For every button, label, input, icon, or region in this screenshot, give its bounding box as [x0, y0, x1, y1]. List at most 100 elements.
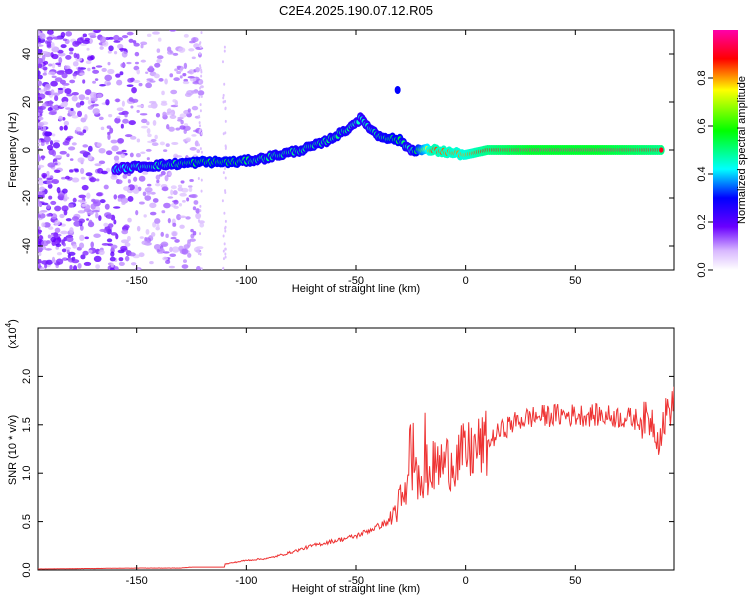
noise-blob	[52, 36, 61, 40]
noise-blob	[99, 199, 106, 204]
noise-blob	[38, 252, 42, 257]
noise-blob	[61, 176, 67, 180]
noise-blob	[140, 125, 149, 129]
noise-blob	[138, 252, 145, 258]
noise-blob	[76, 131, 83, 135]
noise-blob	[193, 200, 199, 205]
spectrogram-y-axis-label: Frequency (Hz)	[7, 112, 19, 188]
noise-blob	[139, 113, 148, 116]
noise-blob	[120, 123, 124, 129]
noise-blob	[197, 90, 205, 96]
noise-blob	[173, 199, 179, 205]
noise-blob	[71, 91, 79, 96]
noise-blob	[58, 115, 63, 121]
noise-blob	[38, 80, 43, 87]
noise-blob	[196, 265, 201, 270]
noise-blob	[69, 158, 74, 161]
noise-blob	[98, 116, 104, 121]
noise-blob	[58, 57, 63, 64]
noise-blob	[110, 267, 115, 270]
noise-blob	[96, 93, 103, 98]
noise-blob	[110, 174, 118, 180]
noise-blob	[128, 120, 136, 126]
noise-blob	[38, 37, 41, 43]
trace-outlier	[394, 86, 401, 94]
noise-blob	[99, 46, 104, 50]
noise-blob	[71, 142, 77, 146]
noise-blob	[195, 212, 202, 220]
noise-blob	[138, 175, 146, 182]
noise-blob	[38, 226, 41, 230]
noise-blob	[113, 219, 117, 225]
noise-blob	[189, 238, 196, 242]
noise-blob	[169, 246, 173, 253]
noise-streak-blob	[200, 70, 203, 74]
noise-blob	[110, 232, 118, 236]
noise-blob	[45, 248, 52, 251]
noise-blob	[38, 179, 45, 186]
noise-blob	[81, 203, 87, 207]
noise-blob	[79, 167, 85, 175]
noise-blob	[114, 98, 121, 103]
noise-blob	[130, 135, 137, 140]
noise-blob	[87, 145, 93, 152]
noise-blob	[110, 251, 115, 257]
noise-streak-blob	[223, 49, 226, 53]
noise-blob	[123, 224, 130, 229]
noise-blob	[194, 140, 199, 147]
noise-blob	[115, 179, 123, 185]
noise-blob	[91, 209, 100, 213]
noise-blob	[41, 172, 48, 178]
noise-streak-blob	[197, 176, 200, 180]
noise-blob	[114, 266, 119, 270]
noise-blob	[79, 242, 85, 249]
colorbar-tick-label: 0.4	[696, 166, 708, 181]
noise-blob	[122, 173, 128, 179]
noise-blob	[98, 215, 102, 221]
noise-blob	[136, 69, 140, 75]
noise-blob	[38, 211, 43, 215]
noise-blob	[170, 89, 178, 95]
noise-blob	[156, 179, 160, 184]
noise-blob	[92, 69, 100, 74]
noise-blob	[59, 125, 64, 131]
snr-y-axis-label: SNR (10 * v/v)	[7, 415, 19, 485]
noise-blob	[188, 40, 195, 44]
noise-blob	[79, 72, 85, 76]
noise-blob	[38, 57, 43, 63]
noise-blob	[71, 177, 80, 183]
noise-blob	[80, 176, 86, 180]
noise-blob	[147, 104, 154, 109]
noise-blob	[38, 143, 41, 147]
noise-streak-blob	[198, 52, 201, 56]
noise-blob	[50, 42, 55, 49]
x-tick-label: -100	[235, 575, 257, 587]
noise-streak-blob	[200, 150, 203, 154]
noise-blob	[39, 33, 46, 40]
noise-blob	[38, 164, 45, 168]
noise-blob	[181, 248, 189, 255]
noise-blob	[71, 115, 79, 119]
noise-blob	[140, 151, 146, 155]
noise-blob	[111, 145, 119, 152]
noise-streak-blob	[198, 121, 201, 125]
noise-blob	[49, 140, 54, 146]
noise-blob	[100, 170, 108, 175]
noise-blob	[42, 66, 48, 71]
noise-blob	[103, 184, 109, 190]
noise-blob	[56, 251, 62, 256]
noise-blob	[38, 74, 43, 80]
noise-blob	[60, 31, 66, 38]
noise-blob	[82, 129, 87, 134]
noise-blob	[113, 40, 121, 43]
noise-blob	[77, 66, 81, 73]
noise-blob	[64, 68, 73, 75]
snr-frame	[37, 327, 675, 571]
noise-blob	[172, 190, 178, 196]
noise-blob	[63, 125, 68, 131]
noise-blob	[100, 126, 105, 131]
noise-streak-blob	[199, 209, 202, 213]
noise-blob	[98, 249, 105, 255]
noise-streak-blob	[221, 60, 224, 64]
noise-blob	[80, 43, 87, 46]
